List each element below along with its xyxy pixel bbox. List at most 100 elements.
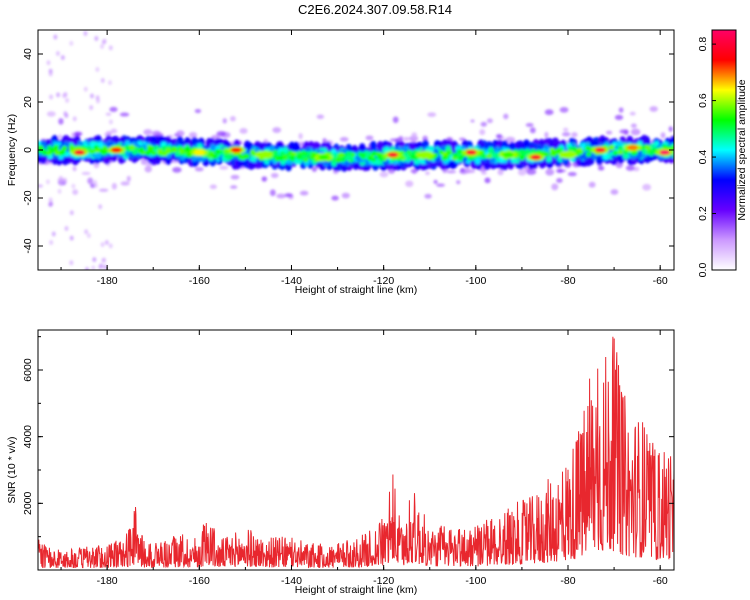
y-tick-label: 20	[22, 96, 34, 108]
band-cell	[157, 148, 163, 155]
noise-cell	[567, 171, 577, 177]
band-cell	[407, 142, 415, 153]
band-cell	[612, 150, 619, 156]
noise-cell	[91, 265, 96, 270]
noise-cell	[103, 264, 108, 270]
noise-cell	[544, 109, 554, 116]
spectrogram-cells	[38, 30, 674, 270]
noise-cell	[143, 129, 153, 136]
noise-cell	[544, 131, 549, 138]
noise-cell	[89, 93, 94, 99]
noise-cell	[230, 185, 238, 189]
band-cell	[154, 145, 160, 151]
y-tick-label: 4000	[22, 425, 34, 449]
noise-cell	[92, 179, 97, 185]
noise-cell	[433, 179, 438, 184]
band-cell	[236, 157, 244, 168]
spectrogram-panel: -180 -160 -140 -120 -100 -80 -60 -40 -20 0 20 40 Hei…	[6, 29, 675, 296]
noise-cell	[100, 43, 105, 49]
noise-cell	[72, 166, 77, 172]
band-cell	[491, 153, 497, 159]
noise-cell	[69, 260, 74, 266]
x-tick-label: -180	[97, 575, 118, 587]
noise-cell	[219, 165, 229, 170]
noise-cell	[470, 119, 475, 123]
noise-cell	[480, 121, 487, 127]
noise-cell	[427, 112, 437, 117]
peak-cell	[627, 145, 639, 151]
noise-cell	[46, 111, 56, 117]
band-cell	[100, 150, 107, 156]
band-cell	[456, 148, 463, 155]
noise-cell	[85, 267, 90, 270]
noise-cell	[630, 128, 641, 136]
band-cell	[536, 144, 543, 152]
noise-cell	[272, 127, 282, 134]
band-cell	[338, 152, 344, 158]
noise-cell	[104, 239, 109, 245]
y-tick-label: -20	[22, 190, 34, 205]
noise-cell	[571, 132, 578, 138]
noise-cell	[614, 114, 624, 121]
colorbar-tick-label: 0.6	[697, 93, 709, 108]
noise-cell	[464, 166, 471, 174]
noise-cell	[479, 129, 486, 136]
noise-cell	[625, 165, 635, 171]
band-cell	[171, 147, 178, 153]
noise-cell	[597, 165, 605, 171]
noise-cell	[86, 233, 91, 239]
band-cell	[225, 153, 232, 159]
noise-cell	[63, 91, 68, 97]
noise-cell	[341, 192, 350, 199]
noise-cell	[105, 112, 112, 116]
peak-cell	[318, 154, 330, 160]
band-cell	[38, 148, 43, 154]
x-tick-label: -120	[373, 575, 394, 587]
noise-cell	[194, 108, 202, 114]
noise-cell	[87, 177, 94, 185]
noise-cell	[525, 123, 534, 127]
noise-cell	[144, 165, 152, 173]
band-cell	[608, 145, 615, 151]
noise-cell	[100, 78, 105, 84]
peak-cell	[594, 147, 606, 153]
band-cell	[278, 155, 284, 161]
noise-cell	[108, 243, 113, 249]
noise-cell	[48, 202, 53, 208]
x-tick-label: -100	[465, 275, 486, 287]
noise-cell	[83, 86, 88, 92]
peak-cell	[230, 147, 242, 153]
noise-cell	[189, 131, 198, 138]
peak-cell	[530, 154, 542, 160]
x-tick-label: -80	[560, 575, 575, 587]
noise-cell	[71, 132, 76, 138]
noise-cell	[110, 128, 118, 134]
band-cell	[102, 145, 108, 151]
noise-cell	[81, 171, 91, 175]
band-cell	[486, 153, 492, 159]
band-cell	[242, 153, 249, 159]
band-cell	[250, 150, 257, 157]
noise-cell	[230, 174, 240, 180]
x-tick-label: -60	[653, 575, 668, 587]
noise-cell	[660, 132, 666, 139]
x-tick-label: -80	[560, 275, 575, 287]
band-cell	[282, 154, 289, 160]
band-cell	[640, 134, 648, 145]
noise-cell	[563, 127, 569, 132]
band-cell	[630, 150, 637, 156]
peak-cell	[659, 149, 671, 155]
noise-cell	[629, 111, 636, 116]
band-cell	[367, 155, 373, 162]
noise-cell	[65, 97, 70, 103]
noise-cell	[209, 184, 217, 190]
noise-cell	[668, 126, 673, 132]
y-axis-label: SNR (10 * v/v)	[6, 436, 18, 503]
band-cell	[138, 146, 145, 153]
band-cell	[161, 145, 167, 151]
band-cell	[279, 150, 286, 157]
snr-line	[38, 336, 674, 569]
noise-cell	[100, 242, 105, 248]
noise-cell	[48, 197, 53, 203]
noise-cell	[49, 239, 54, 245]
